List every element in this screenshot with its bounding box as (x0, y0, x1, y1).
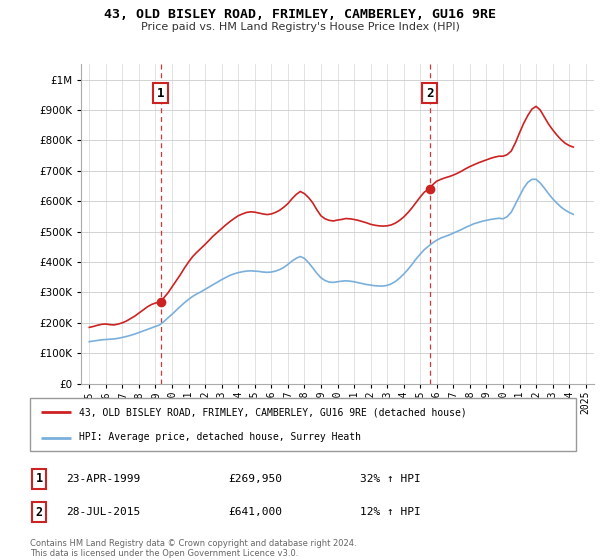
Text: 12% ↑ HPI: 12% ↑ HPI (360, 507, 421, 517)
Text: 1: 1 (35, 472, 43, 486)
Text: 2: 2 (35, 506, 43, 519)
Text: Contains HM Land Registry data © Crown copyright and database right 2024.
This d: Contains HM Land Registry data © Crown c… (30, 539, 356, 558)
Text: 23-APR-1999: 23-APR-1999 (66, 474, 140, 484)
Text: Price paid vs. HM Land Registry's House Price Index (HPI): Price paid vs. HM Land Registry's House … (140, 22, 460, 32)
Text: 28-JUL-2015: 28-JUL-2015 (66, 507, 140, 517)
Text: 32% ↑ HPI: 32% ↑ HPI (360, 474, 421, 484)
Text: 43, OLD BISLEY ROAD, FRIMLEY, CAMBERLEY, GU16 9RE: 43, OLD BISLEY ROAD, FRIMLEY, CAMBERLEY,… (104, 8, 496, 21)
FancyBboxPatch shape (30, 398, 576, 451)
Text: £269,950: £269,950 (228, 474, 282, 484)
Text: £641,000: £641,000 (228, 507, 282, 517)
Text: 2: 2 (426, 87, 433, 100)
Text: HPI: Average price, detached house, Surrey Heath: HPI: Average price, detached house, Surr… (79, 432, 361, 442)
Text: 1: 1 (157, 87, 164, 100)
Text: 43, OLD BISLEY ROAD, FRIMLEY, CAMBERLEY, GU16 9RE (detached house): 43, OLD BISLEY ROAD, FRIMLEY, CAMBERLEY,… (79, 408, 467, 418)
